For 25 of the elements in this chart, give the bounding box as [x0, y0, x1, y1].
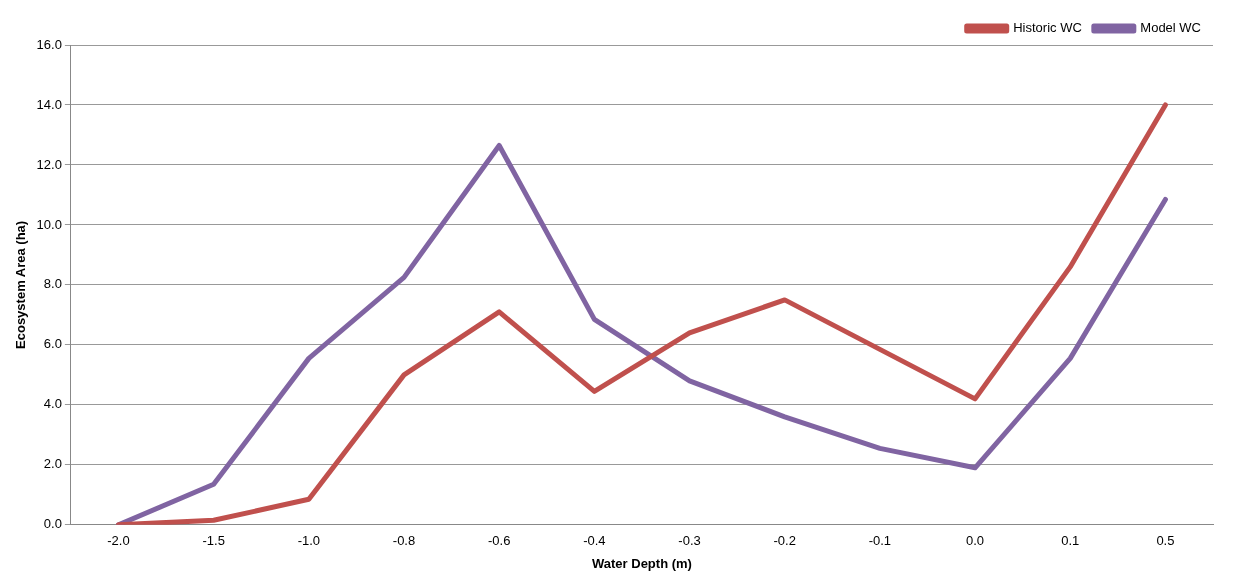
y-tick-label: 12.0 [36, 156, 62, 172]
x-tick-label: -0.2 [773, 533, 796, 549]
x-tick-label: -0.8 [392, 533, 416, 549]
x-tick-label: -1.5 [202, 533, 225, 549]
x-tick-label: -1.0 [297, 533, 321, 549]
x-tick-label: -0.1 [868, 533, 892, 549]
y-tick-label: 6.0 [43, 336, 62, 352]
y-tick-label: 4.0 [43, 396, 62, 412]
legend-label: Model WC [1140, 20, 1202, 36]
x-tick-label: -0.6 [487, 533, 511, 549]
legend-label: Historic WC [1013, 20, 1082, 36]
x-tick-label: 0.1 [1061, 533, 1080, 549]
y-tick-label: 0.0 [43, 516, 62, 532]
y-tick-label: 2.0 [43, 456, 62, 472]
x-tick-label: 0.5 [1156, 533, 1175, 549]
y-tick-label: 10.0 [36, 216, 62, 232]
y-tick-label: 8.0 [43, 276, 62, 292]
x-axis-title: Water Depth (m) [592, 555, 692, 571]
x-tick-label: -2.0 [107, 533, 130, 549]
x-tick-label: 0.0 [966, 533, 985, 549]
y-tick-label: 14.0 [36, 96, 62, 112]
y-axis-title: Ecosystem Area (ha) [13, 220, 29, 349]
x-tick-label: -0.3 [678, 533, 701, 549]
x-tick-label: -0.4 [583, 533, 606, 549]
y-tick-label: 16.0 [36, 36, 62, 52]
